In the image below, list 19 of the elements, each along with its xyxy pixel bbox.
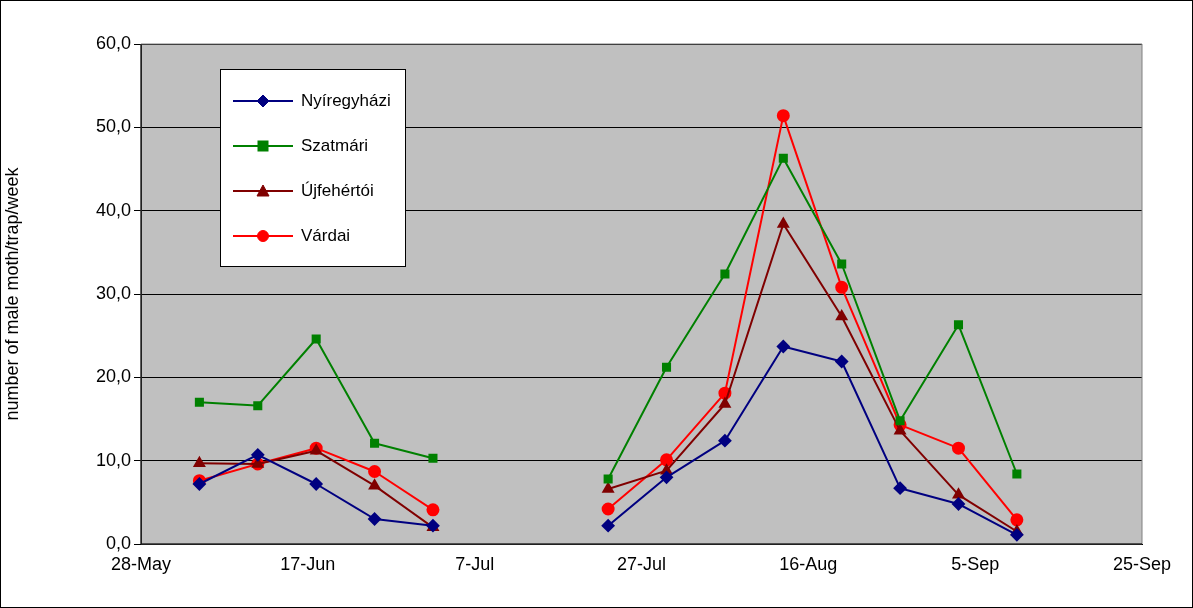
y-tick-label: 20,0 xyxy=(95,366,131,387)
legend-label: Szatmári xyxy=(301,135,369,156)
x-tick-label: 17-Jun xyxy=(280,553,336,574)
x-tick-label: 16-Aug xyxy=(779,553,838,574)
y-tick-label: 50,0 xyxy=(95,116,131,137)
x-tick-label: 25-Sep xyxy=(1112,553,1172,574)
x-tick-label: 27-Jul xyxy=(616,553,667,574)
legend-label: Várdai xyxy=(301,225,351,246)
y-tick-label: 0,0 xyxy=(105,532,131,553)
y-tick-label: 30,0 xyxy=(95,282,131,303)
y-tick-label: 40,0 xyxy=(95,199,131,220)
legend-label: Nyíregyházi xyxy=(301,90,391,111)
legend-label: Újfehértói xyxy=(301,180,374,201)
y-tick-label: 10,0 xyxy=(95,449,131,470)
x-tick-label: 5-Sep xyxy=(951,553,1000,574)
x-tick-label: 7-Jul xyxy=(455,553,495,574)
x-tick-label: 28-May xyxy=(110,553,172,574)
y-axis-title: number of male moth/trap/week xyxy=(1,166,22,421)
y-tick-label: 60,0 xyxy=(95,32,131,53)
